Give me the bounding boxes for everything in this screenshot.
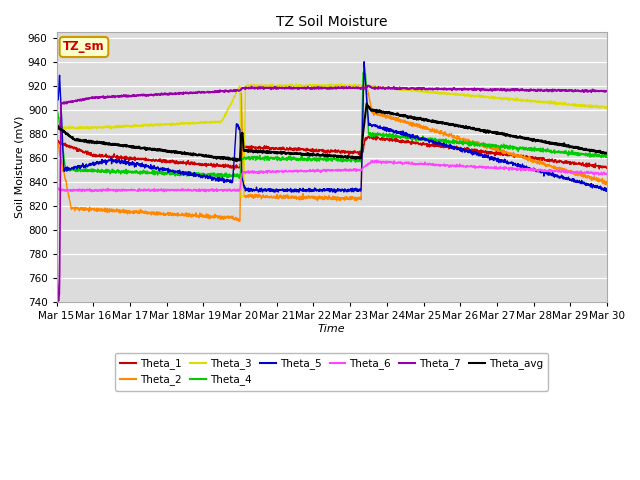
Theta_2 [603, 180, 611, 185]
Line: Theta_5: Theta_5 [56, 62, 607, 192]
Theta_5 [52, 97, 60, 103]
Theta_4 [588, 154, 595, 159]
Theta_avg [588, 147, 595, 153]
Theta_4 [603, 152, 611, 157]
Y-axis label: Soil Moisture (mV): Soil Moisture (mV) [15, 116, 25, 218]
Theta_7 [306, 86, 314, 92]
Theta_6 [202, 189, 210, 195]
Theta_7 [603, 88, 611, 94]
Line: Theta_3: Theta_3 [56, 84, 607, 197]
Theta_4 [486, 144, 494, 150]
Theta_3 [306, 82, 314, 87]
Theta_6 [588, 170, 595, 176]
Title: TZ Soil Moisture: TZ Soil Moisture [276, 15, 388, 29]
Theta_avg [486, 129, 494, 135]
Theta_avg [603, 150, 611, 156]
Line: Theta_2: Theta_2 [56, 84, 607, 221]
Line: Theta_4: Theta_4 [56, 72, 607, 179]
Theta_3 [486, 95, 494, 101]
Theta_5 [360, 59, 368, 65]
Theta_2 [81, 207, 88, 213]
Legend: Theta_1, Theta_2, Theta_3, Theta_4, Theta_5, Theta_6, Theta_7, Theta_avg: Theta_1, Theta_2, Theta_3, Theta_4, Thet… [115, 353, 548, 391]
Theta_1 [588, 162, 595, 168]
Line: Theta_6: Theta_6 [56, 160, 607, 192]
Theta_1 [230, 166, 238, 172]
Theta_avg [363, 101, 371, 107]
Theta_1 [321, 149, 328, 155]
Theta_4 [360, 69, 368, 75]
Theta_avg [52, 122, 60, 128]
Theta_7 [52, 184, 60, 190]
Theta_2 [486, 145, 494, 151]
Theta_7 [54, 298, 62, 304]
Theta_4 [236, 176, 243, 181]
Theta_6 [603, 171, 611, 177]
Theta_1 [371, 133, 379, 139]
Theta_5 [306, 187, 314, 192]
Line: Theta_avg: Theta_avg [56, 104, 607, 161]
Theta_5 [603, 186, 611, 192]
Theta_7 [588, 88, 595, 94]
Theta_2 [306, 195, 314, 201]
Line: Theta_7: Theta_7 [56, 85, 607, 301]
Theta_5 [486, 156, 494, 162]
Theta_6 [306, 167, 314, 173]
Theta_1 [603, 165, 611, 171]
Theta_1 [81, 149, 88, 155]
Theta_avg [233, 158, 241, 164]
Theta_6 [52, 185, 60, 191]
Theta_2 [361, 81, 369, 87]
Theta_6 [373, 157, 381, 163]
Theta_7 [486, 86, 494, 92]
Theta_avg [321, 153, 328, 158]
Theta_6 [81, 189, 88, 194]
Theta_1 [306, 146, 314, 152]
Theta_7 [321, 85, 328, 91]
Theta_3 [588, 103, 595, 109]
Theta_1 [52, 136, 60, 142]
Theta_4 [81, 168, 88, 174]
Text: TZ_sm: TZ_sm [63, 40, 105, 53]
Theta_7 [364, 83, 372, 88]
Theta_3 [603, 106, 611, 111]
Theta_2 [588, 178, 595, 183]
Theta_avg [306, 152, 314, 157]
Theta_2 [321, 193, 328, 199]
Theta_6 [588, 169, 595, 175]
X-axis label: Time: Time [318, 324, 346, 334]
Theta_7 [81, 96, 89, 102]
Theta_3 [237, 194, 245, 200]
Theta_avg [81, 138, 88, 144]
Theta_3 [321, 84, 328, 90]
Line: Theta_1: Theta_1 [56, 136, 607, 169]
Theta_6 [321, 168, 328, 173]
Theta_3 [52, 125, 60, 131]
Theta_2 [588, 176, 595, 181]
Theta_5 [588, 180, 595, 186]
Theta_5 [332, 190, 339, 195]
Theta_4 [321, 156, 328, 161]
Theta_4 [588, 152, 595, 157]
Theta_4 [52, 107, 60, 112]
Theta_6 [486, 165, 494, 171]
Theta_5 [81, 163, 88, 169]
Theta_5 [588, 181, 595, 187]
Theta_2 [52, 137, 60, 143]
Theta_3 [588, 104, 595, 110]
Theta_7 [588, 89, 595, 95]
Theta_avg [588, 148, 595, 154]
Theta_3 [81, 124, 88, 130]
Theta_1 [588, 163, 595, 168]
Theta_2 [236, 218, 243, 224]
Theta_5 [321, 188, 328, 194]
Theta_4 [306, 156, 314, 162]
Theta_3 [327, 81, 335, 86]
Theta_1 [486, 151, 494, 157]
